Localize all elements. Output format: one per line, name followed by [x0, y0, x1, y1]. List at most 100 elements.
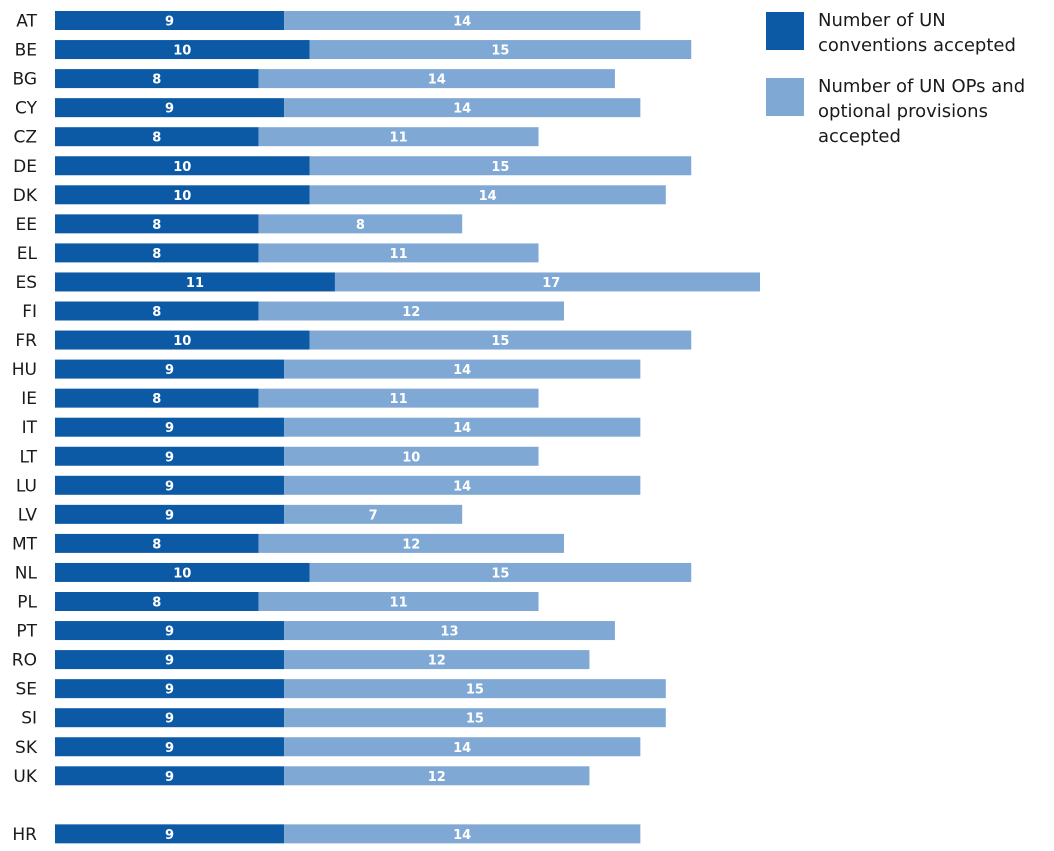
category-label-lu: LU: [16, 476, 37, 496]
data-label-si-series-0: 9: [165, 712, 174, 727]
data-label-el-series-1: 11: [390, 247, 408, 262]
data-label-at-series-0: 9: [165, 15, 174, 30]
bar-hu-series-0: [55, 359, 285, 379]
category-label-cy: CY: [15, 99, 38, 119]
bar-ro-series-0: [55, 650, 285, 670]
category-label-sk: SK: [15, 738, 38, 758]
bar-uk-series-0: [55, 766, 285, 786]
data-label-lu-series-0: 9: [165, 479, 174, 494]
legend-label-conventions: Number of UN conventions accepted: [818, 10, 1016, 56]
data-label-se-series-1: 15: [466, 683, 484, 698]
bar-lu-series-0: [55, 475, 285, 495]
stacked-bar-chart: AT 9 14 BE 10 15 BG 8 14 CY 9 14 CZ 8 11 DE 10 15 DK 10 14 EE…: [12, 11, 760, 845]
category-label-uk: UK: [13, 767, 37, 787]
data-label-cy-series-1: 14: [453, 102, 471, 117]
data-label-hu-series-0: 9: [165, 363, 174, 378]
bar-lu-series-1: [284, 475, 641, 495]
category-label-de: DE: [13, 157, 37, 177]
bar-be-series-0: [55, 40, 310, 60]
data-label-ie-series-1: 11: [390, 392, 408, 407]
bar-de-series-1: [309, 156, 692, 176]
category-label-be: BE: [15, 41, 37, 61]
legend-swatch-optional-provisions: [766, 78, 804, 116]
bar-pl-series-0: [55, 592, 259, 611]
data-label-pt-series-1: 13: [440, 625, 458, 640]
data-label-hr-series-1: 14: [453, 828, 471, 843]
bar-it-series-0: [55, 417, 285, 437]
bar-el-series-1: [258, 243, 539, 263]
data-label-be-series-0: 10: [173, 44, 191, 59]
data-label-cy-series-0: 9: [165, 102, 174, 117]
bar-lt-series-0: [55, 446, 285, 466]
bar-ie-series-1: [258, 388, 539, 408]
bar-de-series-0: [55, 156, 310, 176]
category-label-pl: PL: [17, 593, 37, 613]
bar-es-series-0: [55, 272, 335, 292]
data-label-lv-series-1: 7: [369, 508, 378, 523]
bar-mt-series-1: [258, 533, 564, 553]
legend-label-optional-provisions: Number of UN OPs and optional provisions…: [818, 76, 1026, 147]
data-label-sk-series-0: 9: [165, 741, 174, 756]
bar-se-series-0: [55, 679, 285, 699]
data-label-si-series-1: 15: [466, 712, 484, 727]
category-label-nl: NL: [15, 563, 38, 583]
data-label-it-series-1: 14: [453, 421, 471, 436]
data-label-el-series-0: 8: [152, 247, 161, 262]
bar-se-series-1: [284, 679, 666, 699]
category-label-el: EL: [17, 244, 38, 264]
category-label-fi: FI: [22, 302, 37, 322]
data-label-fr-series-1: 15: [491, 334, 509, 349]
category-label-si: SI: [21, 709, 37, 729]
bar-si-series-0: [55, 708, 285, 728]
category-label-mt: MT: [12, 534, 38, 554]
bar-ee-series-0: [55, 214, 259, 234]
data-label-fr-series-0: 10: [173, 334, 191, 349]
data-label-it-series-0: 9: [165, 421, 174, 436]
bar-be-series-1: [309, 40, 692, 60]
category-label-ro: RO: [12, 651, 37, 671]
category-label-fr: FR: [15, 331, 37, 351]
data-label-pl-series-1: 11: [390, 596, 408, 611]
bar-sk-series-0: [55, 737, 285, 757]
data-label-lt-series-1: 10: [402, 450, 420, 465]
data-label-de-series-1: 15: [491, 160, 509, 175]
bar-nl-series-1: [309, 562, 692, 582]
bar-ro-series-1: [284, 650, 590, 670]
data-label-be-series-1: 15: [491, 44, 509, 59]
legend: Number of UN conventions accepted Number…: [766, 8, 1051, 165]
category-label-ee: EE: [16, 215, 37, 235]
bar-fr-series-1: [309, 330, 692, 350]
data-label-cz-series-0: 8: [152, 131, 161, 146]
category-label-bg: BG: [12, 70, 37, 90]
category-label-es: ES: [15, 273, 37, 293]
data-label-nl-series-0: 10: [173, 566, 191, 581]
bar-el-series-0: [55, 243, 259, 263]
category-label-at: AT: [16, 12, 37, 32]
data-label-sk-series-1: 14: [453, 741, 471, 756]
data-label-cz-series-1: 11: [390, 131, 408, 146]
bar-cy-series-0: [55, 98, 285, 118]
data-label-es-series-0: 11: [186, 276, 204, 291]
data-label-lu-series-1: 14: [453, 479, 471, 494]
category-label-se: SE: [15, 680, 37, 700]
bar-pt-series-1: [284, 621, 615, 641]
bar-fi-series-1: [258, 301, 564, 321]
data-label-lt-series-0: 9: [165, 450, 174, 465]
data-label-uk-series-0: 9: [165, 770, 174, 785]
bar-bg-series-1: [258, 69, 615, 89]
bar-ee-series-1: [258, 214, 463, 234]
data-label-pl-series-0: 8: [152, 596, 161, 611]
legend-item-optional-provisions: Number of UN OPs and optional provisions…: [766, 74, 1051, 149]
bar-at-series-1: [284, 11, 641, 30]
bar-hu-series-1: [284, 359, 641, 379]
data-label-fi-series-0: 8: [152, 305, 161, 320]
bar-hr-series-1: [284, 824, 641, 844]
category-label-cz: CZ: [13, 128, 37, 148]
data-label-ro-series-0: 9: [165, 654, 174, 669]
bar-cy-series-1: [284, 98, 641, 118]
data-label-de-series-0: 10: [173, 160, 191, 175]
data-label-fi-series-1: 12: [402, 305, 420, 320]
bar-lv-series-1: [284, 504, 463, 524]
bar-lt-series-1: [284, 446, 539, 466]
bar-dk-series-1: [309, 185, 666, 205]
